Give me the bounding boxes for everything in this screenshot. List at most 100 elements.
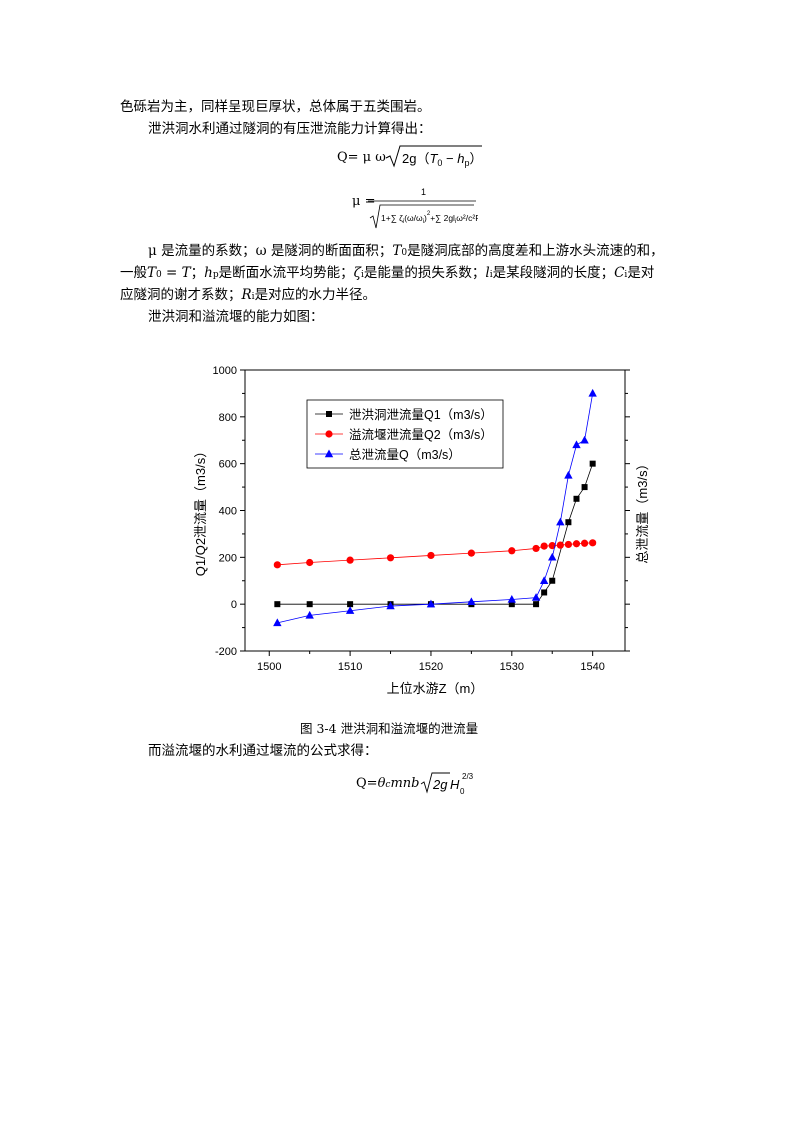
data-point: [580, 539, 589, 547]
para-part-g: 是某段隧洞的长度；: [492, 265, 615, 281]
chart-svg: 1500 1510 1520 1530 1540 -200 0 200 400 600 800 100…: [193, 365, 650, 696]
x-axis-label: 上位水游Z（m）: [387, 681, 484, 696]
svg-text:H: H: [450, 777, 460, 792]
y-tick-label: 1000: [213, 365, 237, 377]
legend-marker: [324, 449, 334, 458]
text-line-5: 应隧洞的谢才系数；Ri是对应的水力半径。: [120, 287, 377, 303]
text-line-1: 色砾岩为主，同样呈现巨厚状，总体属于五类围岩。: [120, 99, 431, 115]
legend-label: 总泄流量Q（m3/s）: [349, 448, 461, 462]
data-point: [540, 542, 548, 550]
data-point: [508, 601, 515, 608]
data-point: [467, 597, 476, 606]
text-line-2: 泄洪洞水利通过隧洞的有压泄流能力计算得出：: [148, 121, 432, 137]
data-point: [541, 589, 548, 596]
svg-text:0: 0: [460, 787, 465, 796]
sqrt-expression: 2g（T0 − hp）: [385, 145, 483, 168]
mu-fraction: 1 1+∑ ζi(ω/ωi)2+∑ 2gliω²/c²Riωi: [368, 187, 478, 229]
para-part-i: 应隧洞的谢才系数；: [120, 287, 242, 303]
data-point: [589, 460, 596, 467]
legend-marker: [326, 411, 332, 417]
formula-weir: Q=θcmnb: [356, 776, 420, 791]
svg-text:1+∑ ζi(ω/ωi)2+∑ 2gliω²/c²Riωi: 1+∑ ζi(ω/ωi)2+∑ 2gliω²/c²Riωi: [381, 211, 478, 225]
formula-weir-lead: Q=: [356, 776, 378, 791]
series-line: [277, 463, 594, 605]
data-point: [274, 601, 281, 608]
para-part-e: 是断面水流平均势能；: [218, 265, 354, 281]
svg-text:2/3: 2/3: [462, 772, 474, 781]
data-point: [305, 610, 314, 619]
para-part-a: μ 是流量的系数；ω 是隧洞的断面面积；: [148, 243, 393, 259]
para-part-f: 是能量的损失系数；: [363, 265, 486, 281]
data-point: [306, 601, 313, 608]
formula-mu: μ =: [352, 194, 375, 209]
data-point: [531, 593, 541, 601]
text-line-6: 泄洪洞和溢流堰的能力如图：: [148, 309, 324, 325]
formula-q-tunnel: Q= μ ω: [337, 150, 386, 165]
text-line-7: 而溢流堰的水利通过堰流的公式求得：: [148, 743, 378, 759]
y-axis-right-label: 总泄流量（m3/s）: [635, 457, 650, 563]
series-3: [273, 388, 597, 627]
data-point: [556, 517, 565, 526]
para-part-b: 是隧洞底部的高度差和上游水头流速的和，: [407, 243, 664, 259]
data-point: [548, 542, 556, 550]
formula-mu-lead: μ =: [352, 194, 376, 209]
data-point: [467, 549, 475, 557]
data-point: [564, 540, 573, 549]
data-point: [572, 440, 581, 449]
svg-text:1: 1: [421, 187, 426, 197]
data-point: [539, 576, 549, 584]
series-2: [273, 539, 597, 569]
data-point: [533, 601, 540, 608]
data-point: [508, 547, 516, 555]
data-point: [386, 554, 395, 562]
data-point: [581, 484, 588, 491]
data-point: [532, 544, 540, 553]
y-tick-label: 600: [219, 459, 237, 471]
para-part-j: 是对应的水力半径。: [254, 287, 377, 303]
y-tick-label: -200: [215, 646, 237, 658]
series-1: [274, 460, 596, 608]
x-tick-label: 1500: [257, 661, 281, 673]
x-tick-label: 1520: [419, 661, 443, 673]
data-point: [573, 495, 580, 502]
data-point: [347, 601, 354, 608]
y-tick-label: 200: [219, 552, 237, 564]
para-part-c: 一般: [120, 265, 147, 281]
data-point: [565, 519, 572, 526]
para-part-h: 是对: [627, 265, 655, 281]
formula-q-lead: Q= μ ω: [337, 150, 386, 165]
data-point: [564, 470, 573, 479]
data-point: [426, 599, 436, 608]
svg-text:2g: 2g: [432, 777, 448, 792]
y-tick-label: 800: [219, 412, 237, 424]
data-point: [589, 539, 597, 547]
y-tick-label: 400: [219, 506, 237, 518]
x-tick-label: 1510: [338, 661, 362, 673]
discharge-chart: 1500 1510 1520 1530 1540 -200 0 200 400 600 800 100…: [190, 358, 650, 698]
data-point: [427, 551, 435, 560]
weir-sqrt: 2g H 0 2/3: [420, 772, 474, 796]
data-point: [507, 594, 517, 603]
svg-text:2g（T0 − hp）: 2g（T0 − hp）: [402, 151, 483, 168]
y-tick-label: 0: [231, 599, 237, 611]
data-point: [273, 618, 282, 627]
data-point: [580, 435, 589, 444]
x-tick-label: 1540: [580, 661, 604, 673]
data-point: [386, 601, 395, 610]
text-line-3: μ 是流量的系数；ω 是隧洞的断面面积；T0是隧洞底部的高度差和上游水头流速的和…: [148, 243, 664, 259]
data-point: [306, 558, 314, 567]
x-tick-label: 1530: [500, 661, 524, 673]
data-point: [273, 561, 281, 569]
data-point: [549, 577, 556, 584]
text-line-4: 一般T0 = T；hp是断面水流平均势能；ζi是能量的损失系数；li是某段隧洞的…: [120, 265, 655, 281]
data-point: [346, 556, 354, 564]
figure-caption: 图 3-4 泄洪洞和溢流堰的泄流量: [300, 721, 479, 736]
data-point: [548, 552, 557, 561]
legend-label: 溢流堰泄流量Q2（m3/s）: [349, 428, 493, 442]
data-point: [345, 606, 355, 614]
legend-marker: [325, 430, 333, 438]
para-part-d: ；: [190, 265, 205, 281]
y-axis-label: Q1/Q2泄流量（m3/s）: [193, 445, 208, 576]
legend-label: 泄洪洞泄流量Q1（m3/s）: [349, 408, 493, 422]
data-point: [556, 541, 564, 549]
